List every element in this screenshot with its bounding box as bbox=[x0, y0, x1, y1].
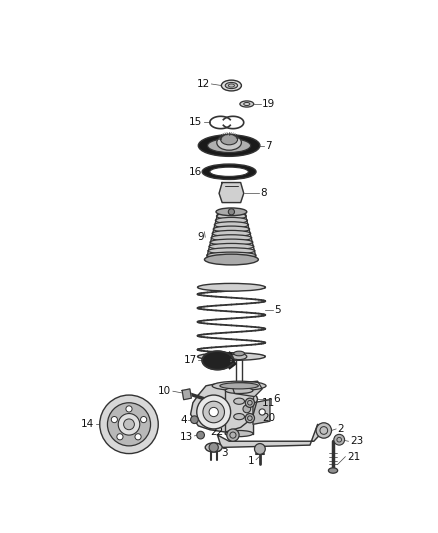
Polygon shape bbox=[218, 424, 324, 447]
Text: 3: 3 bbox=[221, 448, 228, 458]
Circle shape bbox=[209, 443, 218, 452]
Polygon shape bbox=[191, 384, 258, 432]
Ellipse shape bbox=[221, 134, 237, 145]
Ellipse shape bbox=[212, 230, 251, 237]
Text: 20: 20 bbox=[262, 413, 276, 423]
Ellipse shape bbox=[218, 209, 245, 215]
Polygon shape bbox=[253, 400, 270, 424]
Circle shape bbox=[316, 423, 332, 438]
Ellipse shape bbox=[234, 351, 244, 356]
Polygon shape bbox=[208, 400, 225, 424]
Circle shape bbox=[243, 405, 251, 413]
Ellipse shape bbox=[231, 353, 247, 360]
Circle shape bbox=[254, 443, 265, 454]
Text: 17: 17 bbox=[184, 356, 197, 366]
Ellipse shape bbox=[221, 80, 241, 91]
Polygon shape bbox=[219, 182, 244, 203]
Ellipse shape bbox=[212, 381, 266, 391]
Circle shape bbox=[135, 434, 141, 440]
Ellipse shape bbox=[215, 217, 247, 223]
Ellipse shape bbox=[217, 135, 241, 150]
Circle shape bbox=[228, 209, 234, 215]
Text: 12: 12 bbox=[197, 79, 210, 89]
Circle shape bbox=[245, 398, 254, 407]
Ellipse shape bbox=[202, 164, 256, 180]
Circle shape bbox=[124, 419, 134, 430]
Ellipse shape bbox=[225, 387, 253, 393]
Ellipse shape bbox=[213, 226, 250, 232]
Circle shape bbox=[259, 409, 265, 415]
Ellipse shape bbox=[198, 353, 265, 360]
Ellipse shape bbox=[205, 443, 222, 452]
Polygon shape bbox=[231, 381, 262, 397]
Circle shape bbox=[197, 431, 205, 439]
Ellipse shape bbox=[207, 252, 256, 259]
Circle shape bbox=[141, 416, 147, 423]
Polygon shape bbox=[182, 389, 191, 400]
Text: 14: 14 bbox=[81, 419, 94, 429]
Circle shape bbox=[209, 407, 218, 417]
Polygon shape bbox=[202, 351, 230, 370]
Text: 7: 7 bbox=[265, 141, 272, 151]
Text: 13: 13 bbox=[180, 432, 193, 442]
Circle shape bbox=[118, 414, 140, 435]
Circle shape bbox=[117, 434, 123, 440]
Ellipse shape bbox=[220, 383, 258, 389]
Ellipse shape bbox=[209, 244, 254, 249]
Text: 6: 6 bbox=[273, 394, 279, 404]
Circle shape bbox=[100, 395, 158, 454]
Ellipse shape bbox=[208, 248, 255, 254]
Ellipse shape bbox=[210, 167, 248, 176]
Text: 4: 4 bbox=[180, 415, 187, 425]
Ellipse shape bbox=[211, 235, 252, 241]
Text: 9: 9 bbox=[197, 232, 204, 242]
Ellipse shape bbox=[225, 83, 237, 88]
Circle shape bbox=[197, 395, 231, 429]
Text: 8: 8 bbox=[261, 188, 267, 198]
Ellipse shape bbox=[210, 239, 253, 245]
Circle shape bbox=[213, 409, 219, 415]
Ellipse shape bbox=[198, 284, 265, 291]
Ellipse shape bbox=[216, 208, 247, 216]
Ellipse shape bbox=[225, 431, 253, 437]
Circle shape bbox=[191, 416, 198, 424]
Circle shape bbox=[227, 429, 239, 441]
Text: 15: 15 bbox=[189, 117, 202, 127]
Text: 5: 5 bbox=[275, 305, 281, 316]
Ellipse shape bbox=[234, 414, 244, 419]
Circle shape bbox=[111, 416, 117, 423]
Ellipse shape bbox=[214, 222, 248, 228]
Text: 11: 11 bbox=[262, 398, 276, 408]
Circle shape bbox=[245, 414, 254, 423]
Text: 1: 1 bbox=[248, 456, 254, 466]
Circle shape bbox=[203, 401, 224, 423]
Circle shape bbox=[107, 403, 151, 446]
Ellipse shape bbox=[328, 468, 338, 473]
Ellipse shape bbox=[205, 254, 258, 265]
Ellipse shape bbox=[198, 135, 260, 156]
Text: 2: 2 bbox=[338, 424, 344, 434]
Text: 19: 19 bbox=[262, 99, 276, 109]
Text: 22: 22 bbox=[210, 427, 224, 437]
Polygon shape bbox=[225, 391, 253, 433]
Ellipse shape bbox=[216, 213, 246, 219]
Circle shape bbox=[126, 406, 132, 412]
Circle shape bbox=[334, 434, 345, 445]
Text: 23: 23 bbox=[350, 436, 363, 446]
Text: 16: 16 bbox=[189, 167, 202, 177]
Text: 10: 10 bbox=[158, 386, 171, 396]
Ellipse shape bbox=[208, 139, 251, 152]
Ellipse shape bbox=[240, 101, 254, 107]
Text: 21: 21 bbox=[347, 451, 360, 462]
Ellipse shape bbox=[234, 398, 244, 405]
